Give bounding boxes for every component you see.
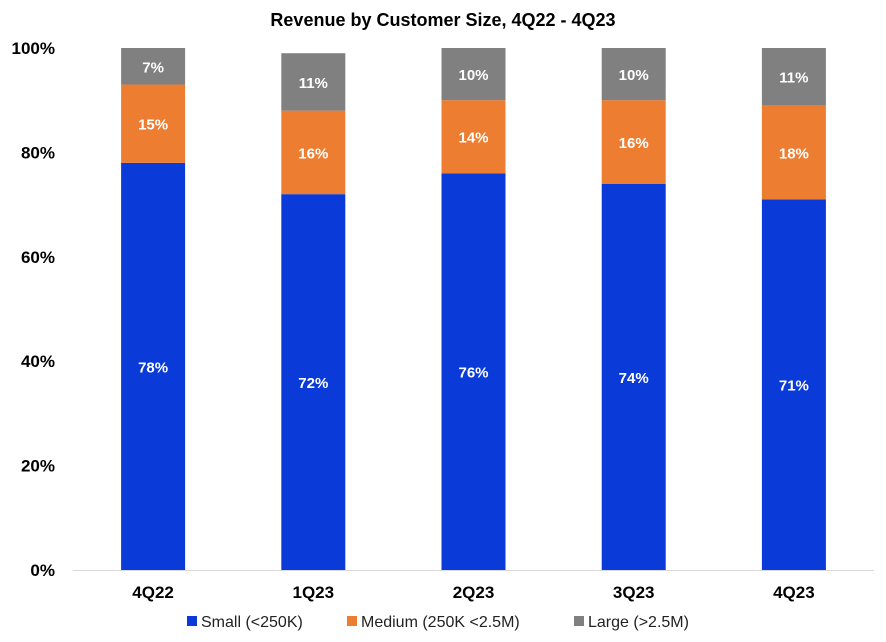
bar-segment	[121, 48, 186, 85]
x-tick-label: 3Q23	[613, 583, 655, 602]
bar-segment	[281, 110, 346, 195]
bar-segment	[601, 100, 666, 184]
data-label: 72%	[298, 375, 328, 392]
y-tick-label: 0%	[30, 561, 55, 580]
y-tick-label: 100%	[12, 39, 55, 58]
data-label: 78%	[138, 359, 168, 376]
legend-label: Medium (250K <2.5M)	[361, 614, 520, 631]
data-label: 16%	[298, 145, 328, 162]
data-label: 18%	[779, 145, 809, 162]
y-tick-label: 60%	[21, 248, 55, 267]
legend-swatch	[347, 616, 357, 626]
legend-swatch	[187, 616, 197, 626]
data-label: 10%	[458, 67, 488, 84]
data-label: 11%	[779, 70, 808, 87]
bar-segment	[281, 53, 346, 111]
bar-segment	[281, 194, 346, 570]
y-tick-label: 20%	[21, 457, 55, 476]
data-label: 74%	[619, 370, 649, 387]
legend-label: Small (<250K)	[201, 614, 303, 631]
data-label: 71%	[779, 378, 809, 395]
y-tick-label: 40%	[21, 352, 55, 371]
data-label: 14%	[458, 130, 488, 147]
bar-segment	[601, 48, 666, 101]
x-tick-label: 4Q22	[132, 583, 174, 602]
chart-title: Revenue by Customer Size, 4Q22 - 4Q23	[270, 10, 615, 30]
y-axis: 0% 20% 40% 60% 80% 100%	[12, 39, 55, 580]
bar-segment	[441, 100, 506, 174]
data-label: 7%	[142, 59, 164, 76]
data-label: 16%	[619, 135, 649, 152]
legend-label: Large (>2.5M)	[588, 614, 689, 631]
x-axis: 4Q22 1Q23 2Q23 3Q23 4Q23	[73, 570, 874, 602]
bar-segment	[441, 48, 506, 101]
bar-segment	[761, 48, 826, 106]
legend-swatch	[574, 616, 584, 626]
x-tick-label: 4Q23	[773, 583, 815, 602]
data-label: 15%	[138, 117, 168, 134]
x-tick-label: 1Q23	[293, 583, 335, 602]
legend: Small (<250K) Medium (250K <2.5M) Large (>…	[187, 614, 689, 631]
data-label: 76%	[458, 365, 488, 382]
bars: 78% 15% 7% 72% 16% 11% 76% 14% 10% 74% 16% 10% 71% 18…	[121, 48, 826, 570]
x-tick-label: 2Q23	[453, 583, 495, 602]
bar-segment	[761, 199, 826, 570]
data-label: 11%	[299, 75, 328, 92]
bar-segment	[441, 173, 506, 570]
bar-segment	[121, 84, 186, 163]
bar-segment	[121, 162, 186, 570]
data-label: 10%	[619, 67, 649, 84]
bar-segment	[601, 183, 666, 570]
y-tick-label: 80%	[21, 143, 55, 162]
bar-segment	[761, 105, 826, 200]
